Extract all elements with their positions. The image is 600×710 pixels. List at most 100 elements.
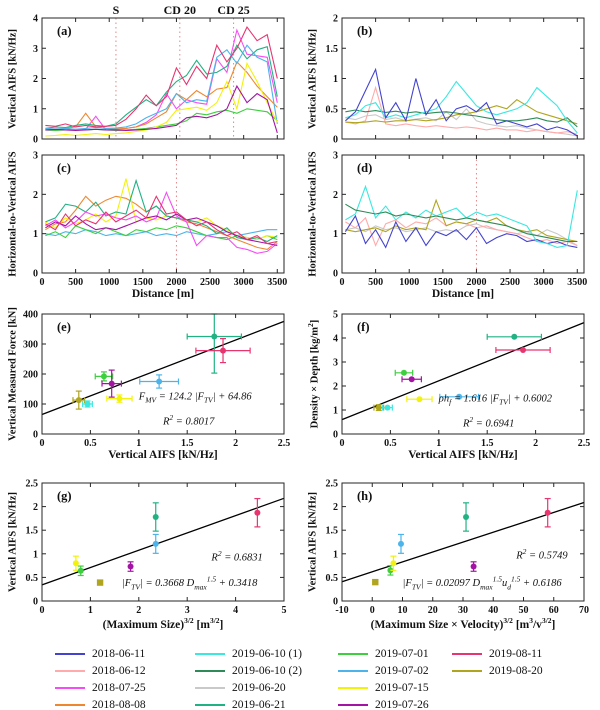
- x-tick-label: 3500: [267, 277, 287, 288]
- equation-annotation: FMV = 124.2 |FTV| + 64.86: [138, 391, 252, 405]
- y-tick-label: 0.5: [326, 573, 339, 584]
- fit-line: [41, 320, 285, 416]
- data-point-2019-06-21: [152, 502, 159, 532]
- x-tick-label: 1500: [133, 277, 153, 288]
- data-point-2019-08-20: [372, 578, 379, 586]
- x-tick-label: 3: [185, 605, 190, 616]
- series-line-2019-08-11: [45, 26, 278, 128]
- y-tick-label: 2: [33, 502, 38, 513]
- data-point-2019-07-15: [390, 555, 397, 571]
- legend-label: 2019-06-10 (1): [232, 647, 302, 660]
- marker-circle: [375, 404, 382, 411]
- legend-label: 2018-06-11: [92, 647, 146, 660]
- data-point-2019-07-26: [401, 376, 422, 383]
- legend-label: 2019-06-10 (2): [232, 664, 302, 677]
- data-point-2019-07-26: [127, 561, 134, 572]
- marker-circle: [75, 397, 82, 404]
- legend-swatch: [338, 703, 368, 706]
- x-tick-label: 1000: [99, 277, 119, 288]
- panel-b-canvas: 0 0.5 1 1.5 2: [326, 14, 585, 145]
- x-axis-label: (Maximum Size × Velocity)3/2 [m3/v3/2]: [370, 616, 556, 631]
- x-tick-label: 3000: [534, 277, 554, 288]
- y-tick-label: 0: [333, 597, 338, 608]
- y-tick-label: 400: [23, 310, 38, 321]
- x-tick-label: 50: [519, 605, 529, 616]
- marker-circle: [152, 540, 159, 547]
- data-point-2019-08-11: [495, 347, 551, 353]
- x-tick-label: 0.5: [84, 438, 97, 449]
- legend-item: 2018-06-11: [55, 647, 146, 660]
- data-layer: [45, 178, 278, 254]
- panel-label-e: (e): [57, 320, 71, 334]
- x-tick-label: 2.5: [278, 438, 291, 449]
- legend-item: 2019-06-21: [195, 698, 302, 710]
- equation-annotation: |FTV| = 0.3668 Dmax1.5 + 0.3418: [121, 575, 258, 592]
- y-tick-label: 2.5: [326, 479, 339, 490]
- y-tick-label: 2.5: [26, 479, 39, 490]
- legend-label: 2018-08-08: [92, 698, 146, 710]
- x-tick-label: 2000: [166, 277, 186, 288]
- x-tick-label: 0: [340, 438, 345, 449]
- legend-label: 2018-07-25: [92, 681, 146, 694]
- y-tick-label: 1.5: [326, 526, 339, 537]
- x-tick-label: 60: [549, 605, 559, 616]
- legend-swatch: [338, 686, 368, 689]
- data-point-2019-08-20: [373, 404, 385, 412]
- y-tick-label: 5: [333, 310, 338, 321]
- series-line-2019-06-10 (1): [345, 80, 578, 134]
- y-tick-label: 0: [333, 269, 338, 280]
- y-tick-label: 2: [33, 190, 38, 201]
- x-tick-label: 40: [488, 605, 498, 616]
- marker-circle: [211, 333, 218, 340]
- marker-circle: [387, 567, 394, 574]
- y-tick-label: 2: [333, 382, 338, 393]
- marker-circle: [84, 401, 91, 407]
- x-tick-label: 3000: [234, 277, 254, 288]
- x-tick-label: 500: [368, 277, 383, 288]
- equation-annotation: ρhf = 1.616 |FTV| + 0.6002: [438, 393, 552, 407]
- x-tick-label: 0: [40, 277, 45, 288]
- equation-annotation: |FTV| = 0.02097 Dmax1.5ud1.5 + 0.6186: [402, 575, 562, 592]
- legend-item: 2019-07-26: [338, 698, 429, 710]
- panel-d-canvas: 0 500 1000 1500 2000 2500 3000 3500 0 1 2 3: [333, 151, 587, 289]
- marker-circle: [470, 563, 477, 570]
- x-tick-label: 2000: [466, 277, 486, 288]
- x-tick-label: 0.5: [384, 438, 397, 449]
- data-point-2019-06-10 (1): [82, 400, 93, 408]
- marker-circle: [456, 393, 463, 400]
- x-tick-label: 2500: [500, 277, 520, 288]
- legend-column-2: 2019-06-10 (1) 2019-06-10 (2) 2019-06-20 20…: [195, 647, 302, 710]
- y-tick-label: 1: [333, 549, 338, 560]
- x-tick-label: 20: [428, 605, 438, 616]
- series-line-2019-06-21: [45, 44, 278, 129]
- legend-column-1: 2018-06-11 2018-06-12 2018-07-25 2018-08-08: [55, 647, 146, 710]
- y-tick-label: 3: [333, 358, 338, 369]
- legend-swatch: [452, 669, 482, 672]
- data-point-2019-08-11: [254, 497, 261, 528]
- y-tick-label: 1: [333, 74, 338, 85]
- data-point-2019-07-01: [77, 565, 84, 577]
- marker-circle: [416, 396, 423, 403]
- series-line-2019-06-20: [345, 107, 578, 137]
- data-layer: [45, 26, 278, 137]
- series-line-2019-07-15: [45, 61, 278, 137]
- marker-circle: [116, 395, 123, 402]
- marker-circle: [384, 404, 391, 411]
- marker-circle: [254, 509, 261, 516]
- panel-a-canvas: S CD 20 CD 25 0 1 2 3 4: [33, 3, 285, 145]
- data-point-2019-07-15: [406, 396, 433, 403]
- x-tick-label: 4: [233, 605, 238, 616]
- legend-item: 2018-06-12: [55, 664, 146, 677]
- data-point-2019-06-10 (1): [382, 404, 393, 411]
- y-axis-label: Vertical AIFS [kN/Hz]: [7, 28, 19, 129]
- data-point-2019-08-20: [96, 579, 104, 586]
- data-point-2019-08-11: [544, 497, 551, 528]
- x-tick-label: 3500: [567, 277, 587, 288]
- y-axis-label: Horizontal-to-Vertical AIFS: [7, 151, 19, 277]
- marker-circle: [220, 347, 227, 354]
- series-line-2019-07-26: [45, 84, 278, 134]
- y-tick-label: 4: [33, 14, 38, 25]
- series-line-2019-07-02: [45, 229, 278, 237]
- legend-label: 2019-06-20: [232, 681, 286, 694]
